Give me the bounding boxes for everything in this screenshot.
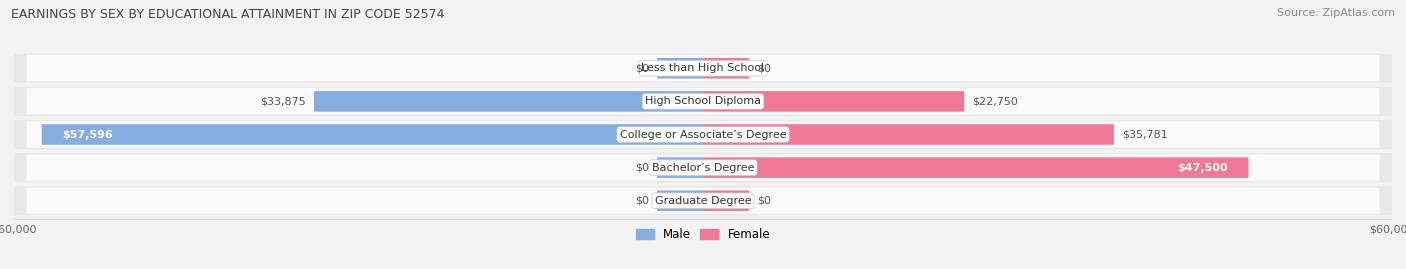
FancyBboxPatch shape [27, 121, 1379, 148]
FancyBboxPatch shape [657, 190, 703, 211]
FancyBboxPatch shape [703, 124, 1114, 145]
Text: Less than High School: Less than High School [641, 63, 765, 73]
Text: High School Diploma: High School Diploma [645, 96, 761, 107]
FancyBboxPatch shape [14, 153, 1392, 182]
FancyBboxPatch shape [14, 186, 1392, 215]
Text: EARNINGS BY SEX BY EDUCATIONAL ATTAINMENT IN ZIP CODE 52574: EARNINGS BY SEX BY EDUCATIONAL ATTAINMEN… [11, 8, 444, 21]
FancyBboxPatch shape [42, 124, 703, 145]
FancyBboxPatch shape [27, 154, 1379, 181]
FancyBboxPatch shape [14, 120, 1392, 149]
FancyBboxPatch shape [27, 187, 1379, 214]
Text: $0: $0 [634, 63, 648, 73]
FancyBboxPatch shape [14, 87, 1392, 116]
FancyBboxPatch shape [27, 55, 1379, 82]
Text: $33,875: $33,875 [260, 96, 305, 107]
Text: $22,750: $22,750 [973, 96, 1018, 107]
Text: $0: $0 [758, 63, 772, 73]
Text: $47,500: $47,500 [1177, 162, 1227, 173]
FancyBboxPatch shape [314, 91, 703, 112]
Text: $0: $0 [634, 162, 648, 173]
Text: $35,781: $35,781 [1122, 129, 1168, 140]
Text: Bachelor’s Degree: Bachelor’s Degree [652, 162, 754, 173]
Text: Graduate Degree: Graduate Degree [655, 196, 751, 206]
FancyBboxPatch shape [657, 58, 703, 79]
FancyBboxPatch shape [14, 54, 1392, 83]
Legend: Male, Female: Male, Female [631, 223, 775, 246]
Text: College or Associate’s Degree: College or Associate’s Degree [620, 129, 786, 140]
Text: Source: ZipAtlas.com: Source: ZipAtlas.com [1277, 8, 1395, 18]
FancyBboxPatch shape [703, 91, 965, 112]
FancyBboxPatch shape [703, 190, 749, 211]
Text: $57,596: $57,596 [62, 129, 112, 140]
FancyBboxPatch shape [27, 88, 1379, 115]
FancyBboxPatch shape [703, 157, 1249, 178]
FancyBboxPatch shape [703, 58, 749, 79]
FancyBboxPatch shape [657, 157, 703, 178]
Text: $0: $0 [758, 196, 772, 206]
Text: $0: $0 [634, 196, 648, 206]
